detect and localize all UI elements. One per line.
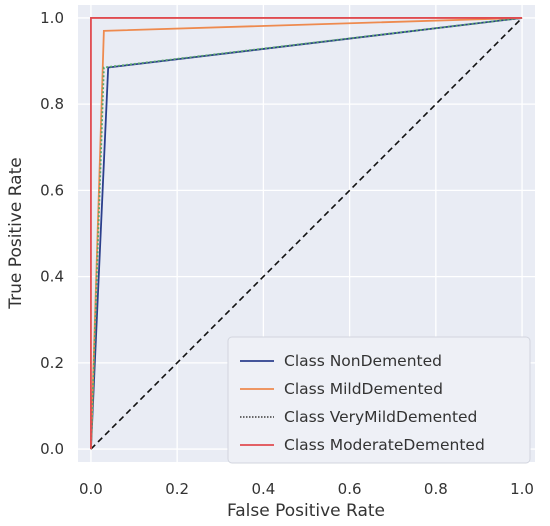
series-line-class-moderatedemented (90, 17, 523, 450)
y-tick-label: 1.0 (40, 9, 64, 27)
x-tick-label: 0.8 (424, 480, 448, 498)
y-tick-label: 0.0 (40, 440, 64, 458)
x-tick-label: 0.0 (79, 480, 103, 498)
x-tick-label: 0.6 (338, 480, 362, 498)
chance-diagonal-line (90, 17, 523, 450)
series-group (90, 17, 523, 450)
legend-label: Class NonDemented (284, 352, 442, 370)
legend-box (227, 336, 531, 464)
y-tick-label: 0.6 (40, 181, 64, 199)
series-line-class-verymilddemented (90, 17, 523, 450)
legend-label: Class VeryMildDemented (284, 408, 477, 426)
y-tick-label: 0.4 (40, 268, 64, 286)
series-line-class-nondemented (90, 17, 523, 450)
series-line-class-milddemented (90, 17, 523, 450)
y-tick-label: 0.2 (40, 354, 64, 372)
legend-label: Class MildDemented (284, 380, 443, 398)
legend: Class NonDemented Class MildDemented Class… (227, 336, 531, 464)
reference-line-group (90, 17, 523, 450)
y-tick-labels: 0.0 0.2 0.4 0.6 0.8 1.0 (40, 9, 64, 458)
y-axis-title: True Positive Rate (6, 157, 26, 309)
x-axis-title: False Positive Rate (227, 501, 385, 521)
x-tick-label: 0.4 (251, 480, 275, 498)
x-tick-label: 0.2 (165, 480, 189, 498)
x-tick-labels: 0.0 0.2 0.4 0.6 0.8 1.0 (79, 480, 534, 498)
y-tick-label: 0.8 (40, 95, 64, 113)
x-tick-label: 1.0 (510, 480, 534, 498)
grid (78, 5, 535, 462)
legend-label: Class ModerateDemented (284, 436, 485, 454)
